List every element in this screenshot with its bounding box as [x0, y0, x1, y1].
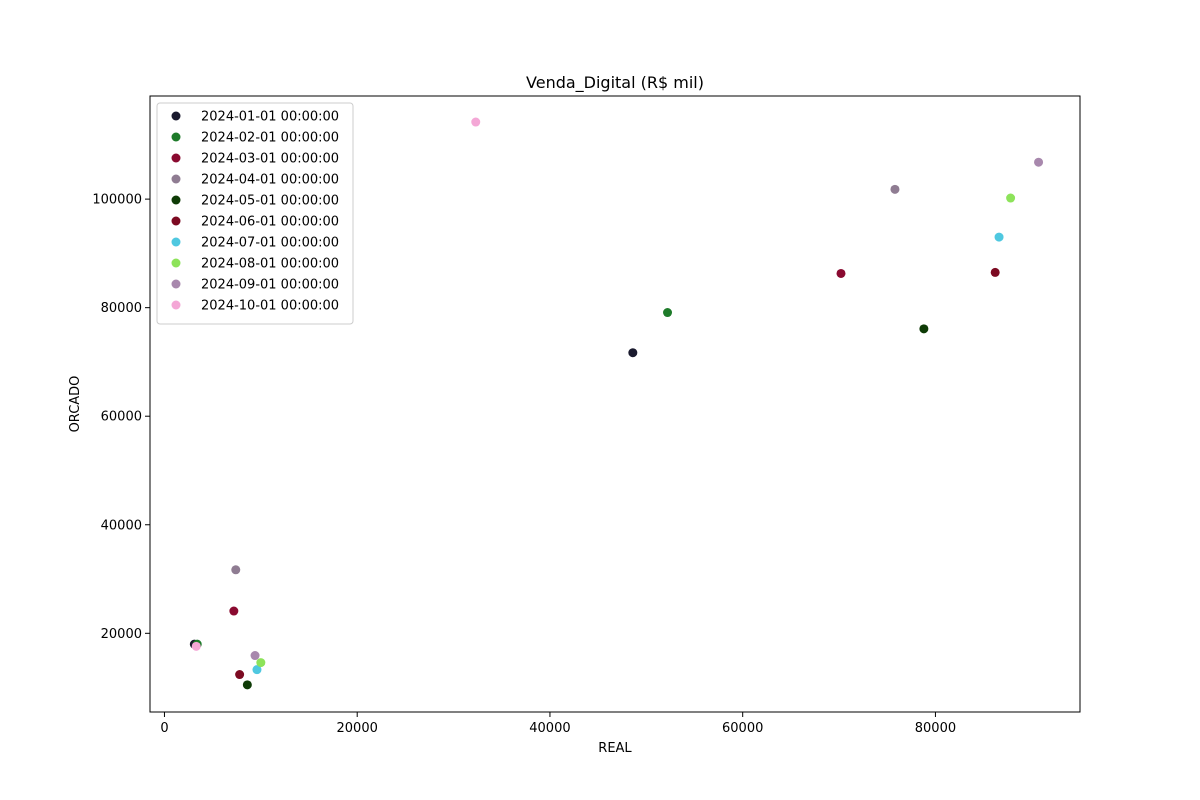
- scatter-point-s6-p1: [252, 665, 262, 675]
- legend-entry-label: 2024-07-01 00:00:00: [201, 236, 339, 251]
- scatter-point-s4-p0: [919, 324, 929, 334]
- legend-marker: [171, 216, 181, 226]
- scatter-point-s7-p0: [1006, 193, 1016, 203]
- legend-entry-label: 2024-01-01 00:00:00: [201, 110, 339, 125]
- scatter-point-s1-p0: [663, 308, 673, 318]
- scatter-point-s5-p0: [990, 267, 1000, 277]
- legend: 2024-01-01 00:00:00 2024-02-01 00:00:00 20…: [156, 102, 354, 325]
- y-axis: 20000 40000 60000 80000 100000: [92, 193, 150, 642]
- scatter-point-s2-p1: [229, 606, 239, 616]
- y-tick-label: 20000: [101, 627, 142, 642]
- y-tick-label: 40000: [101, 518, 142, 533]
- legend-marker: [171, 153, 181, 163]
- scatter-point-s5-p1: [235, 670, 245, 680]
- legend-box: [156, 102, 354, 325]
- legend-entry-label: 2024-06-01 00:00:00: [201, 215, 339, 230]
- x-tick-label: 80000: [915, 721, 956, 736]
- scatter-point-s3-p0: [890, 184, 900, 194]
- legend-entry-label: 2024-05-01 00:00:00: [201, 194, 339, 209]
- chart-title: Venda_Digital (R$ mil): [526, 73, 704, 93]
- legend-entry-label: 2024-03-01 00:00:00: [201, 152, 339, 167]
- legend-entry-label: 2024-02-01 00:00:00: [201, 131, 339, 146]
- legend-marker: [171, 279, 181, 289]
- y-tick-label: 100000: [92, 193, 142, 208]
- legend-marker: [171, 111, 181, 121]
- legend-marker: [171, 300, 181, 310]
- scatter-point-s3-p1: [231, 565, 241, 575]
- x-tick-label: 40000: [529, 721, 570, 736]
- x-tick-label: 0: [160, 721, 168, 736]
- legend-entry-label: 2024-09-01 00:00:00: [201, 278, 339, 293]
- y-tick-label: 60000: [101, 410, 142, 425]
- legend-entry-label: 2024-10-01 00:00:00: [201, 299, 339, 314]
- x-axis: 0 20000 40000 60000 80000: [160, 712, 956, 736]
- legend-marker: [171, 258, 181, 268]
- legend-entry-label: 2024-08-01 00:00:00: [201, 257, 339, 272]
- x-tick-label: 60000: [722, 721, 763, 736]
- x-axis-label: REAL: [598, 741, 632, 756]
- scatter-point-s6-p0: [994, 232, 1004, 242]
- scatter-point-s0-p0: [628, 348, 638, 358]
- y-axis-label: ORCADO: [68, 376, 83, 433]
- scatter-point-s8-p0: [1034, 157, 1044, 167]
- legend-marker: [171, 174, 181, 184]
- scatter-point-s7-p1: [256, 658, 266, 668]
- legend-entry-label: 2024-04-01 00:00:00: [201, 173, 339, 188]
- legend-marker: [171, 195, 181, 205]
- points-layer: [189, 117, 1044, 690]
- scatter-point-s2-p0: [836, 268, 846, 278]
- scatter-point-s4-p1: [242, 680, 252, 690]
- y-tick-label: 80000: [101, 301, 142, 316]
- plot-frame: [149, 95, 1081, 713]
- scatter-point-s9-p1: [191, 641, 201, 651]
- x-tick-label: 20000: [337, 721, 378, 736]
- legend-marker: [171, 237, 181, 247]
- scatter-point-s8-p1: [250, 651, 260, 661]
- legend-marker: [171, 132, 181, 142]
- scatter-point-s9-p0: [471, 117, 481, 127]
